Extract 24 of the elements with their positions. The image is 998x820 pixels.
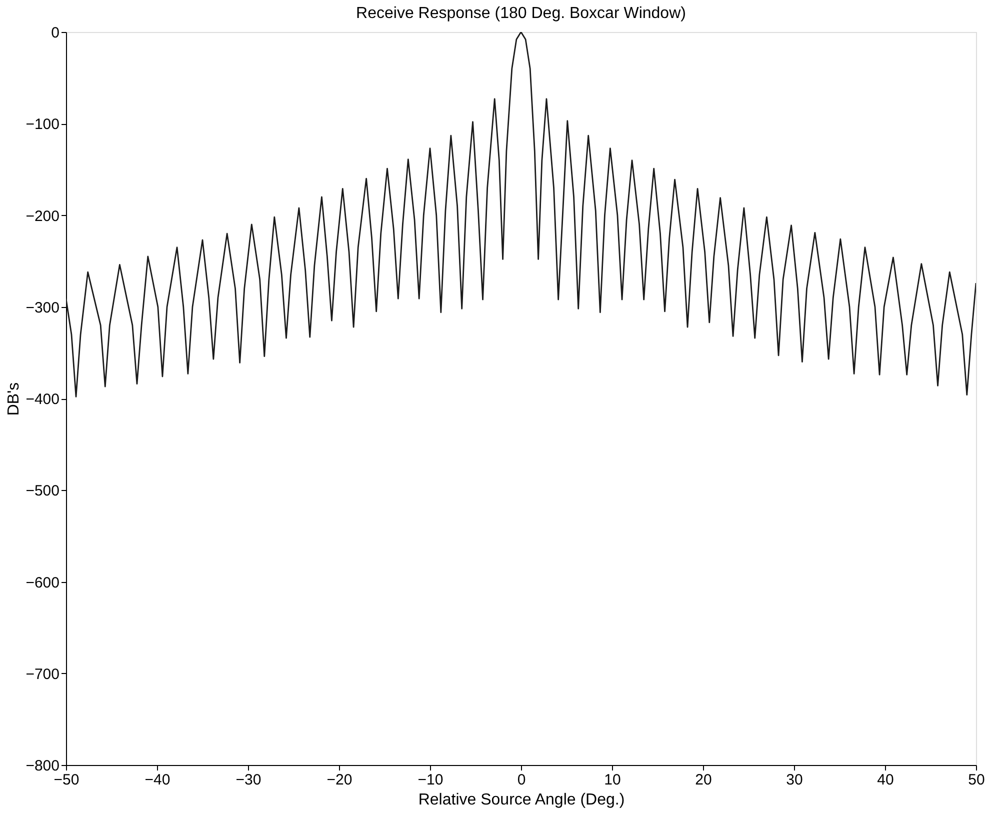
x-tick-label: 10 [604, 772, 621, 788]
x-tick-label: −40 [144, 772, 170, 788]
x-tick-label: 50 [968, 772, 985, 788]
chart-title: Receive Response (180 Deg. Boxcar Window) [356, 5, 686, 22]
y-axis-title: DB's [6, 382, 23, 416]
x-tick-label: −50 [54, 772, 80, 788]
y-tick-label: −100 [26, 116, 60, 134]
y-tick-label: −700 [26, 666, 60, 683]
x-tick-label: 40 [877, 772, 894, 788]
x-tick-label: 0 [517, 772, 526, 788]
x-axis-title: Relative Source Angle (Deg.) [418, 792, 625, 808]
y-tick-label: −800 [26, 758, 60, 774]
y-tick-label: −600 [26, 574, 60, 592]
x-tick-label: −30 [236, 772, 262, 788]
y-tick-label: −400 [26, 391, 60, 408]
y-tick-label: 0 [51, 24, 60, 42]
y-tick-label: −500 [26, 482, 60, 500]
line-series [66, 32, 976, 398]
x-tick-label: 30 [786, 772, 803, 788]
y-tick-label: −200 [26, 208, 60, 225]
x-tick-label: −20 [326, 772, 352, 788]
x-tick-label: −10 [418, 772, 444, 788]
y-tick-label: −300 [26, 299, 60, 316]
x-tick-label: 20 [695, 772, 712, 788]
